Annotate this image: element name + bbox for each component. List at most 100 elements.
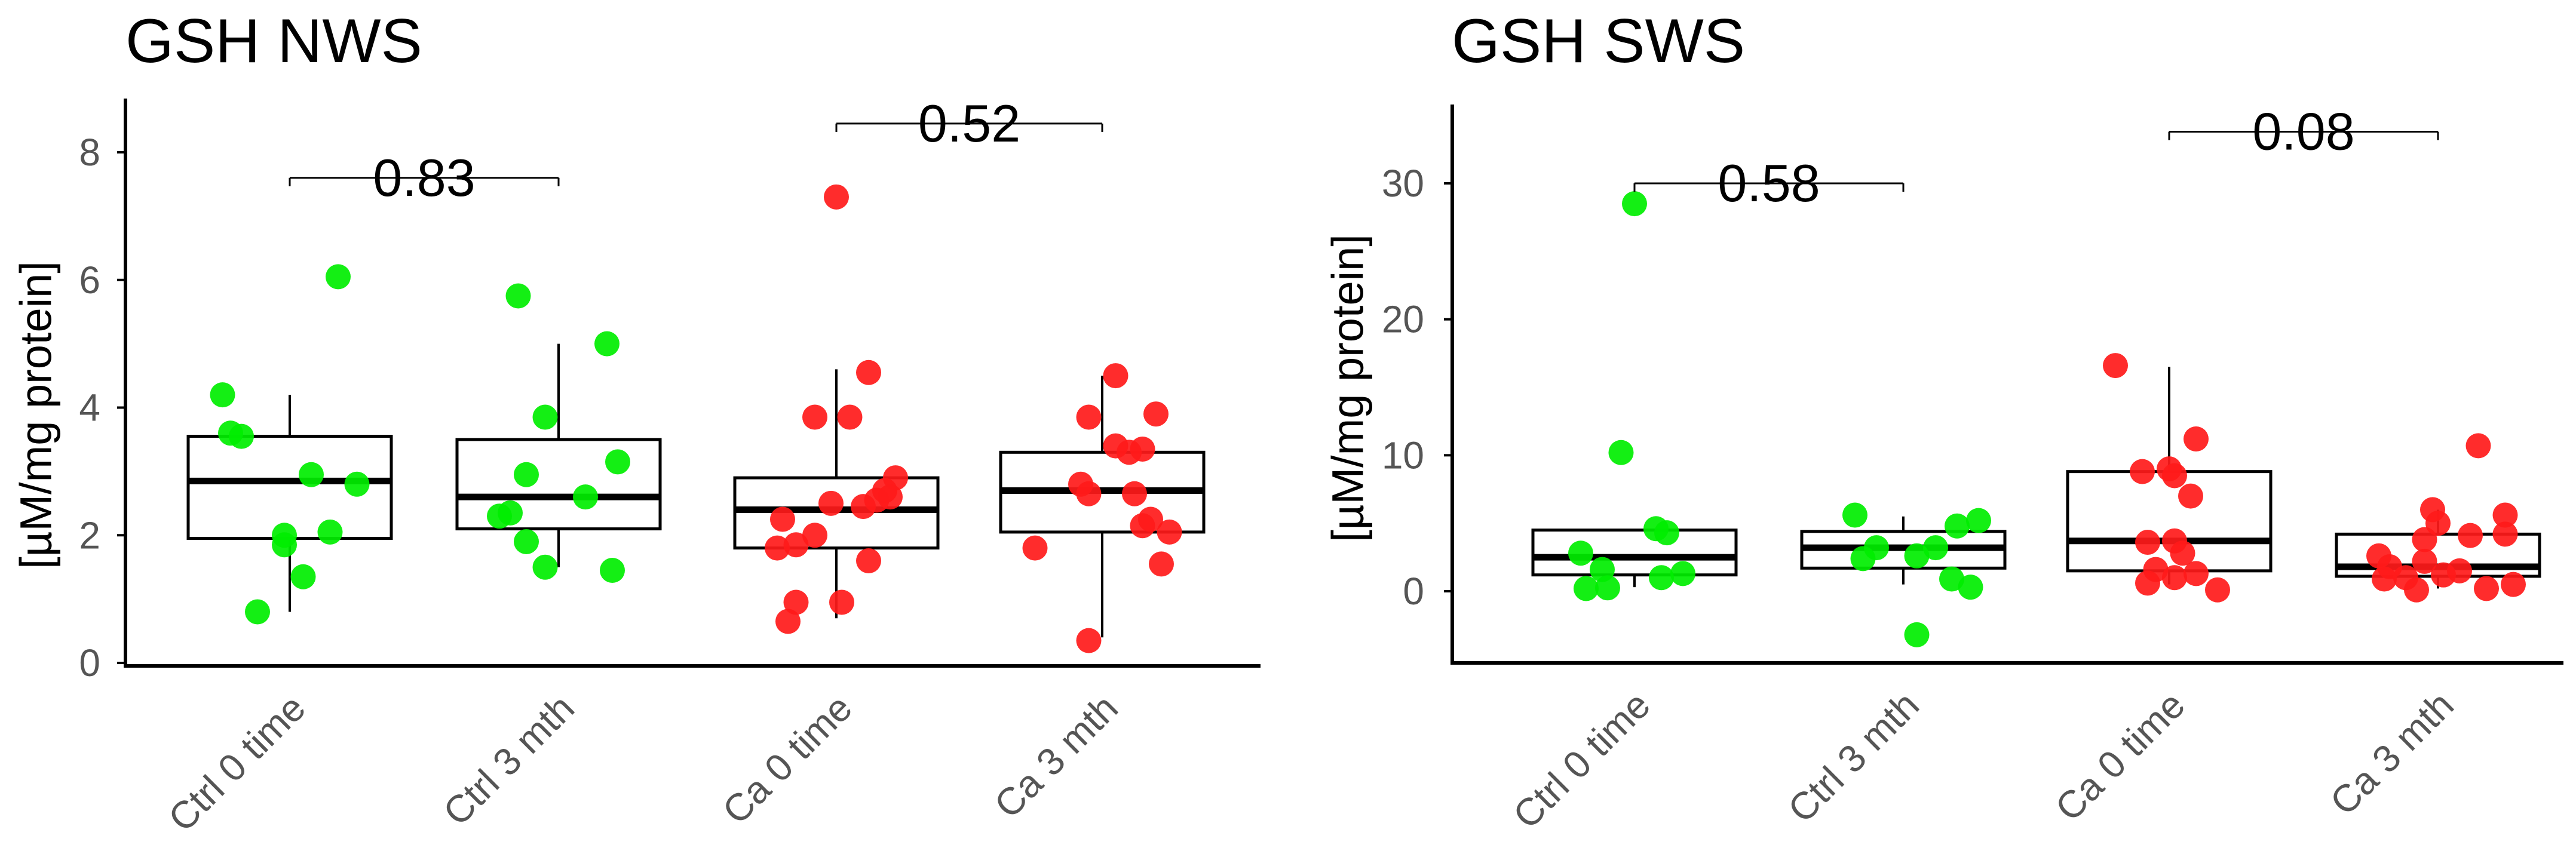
data-point (1904, 543, 1930, 569)
data-point (290, 564, 316, 589)
data-point (532, 404, 558, 430)
data-point (344, 471, 370, 497)
p-value-label: 0.58 (1718, 153, 1820, 213)
data-point (2178, 483, 2203, 509)
data-point (2143, 557, 2169, 582)
data-point (605, 449, 630, 475)
y-tick-label: 0 (1403, 570, 1424, 613)
data-point (2501, 572, 2526, 597)
data-point (770, 506, 795, 532)
data-point (802, 404, 827, 430)
x-category-label: Ctrl 3 mth (1780, 683, 1927, 831)
y-tick-label: 30 (1382, 162, 1424, 205)
data-point (514, 462, 539, 487)
data-point (765, 535, 790, 561)
data-point (856, 360, 881, 385)
data-point (1122, 481, 1147, 506)
data-point (1130, 436, 1155, 462)
data-point (1643, 516, 1669, 542)
box (455, 438, 662, 531)
y-tick-label: 2 (79, 514, 100, 557)
data-point (514, 529, 539, 554)
x-category-label: Ctrl 0 time (1505, 683, 1658, 837)
data-point (2465, 433, 2491, 459)
data-point (1076, 628, 1102, 653)
data-point (2205, 577, 2230, 603)
data-point (2162, 528, 2187, 554)
data-point (2492, 502, 2518, 528)
data-point (573, 484, 598, 510)
chart-title: GSH SWS (1452, 7, 1746, 76)
x-category-label: Ca 3 mth (2322, 683, 2462, 824)
data-point (1568, 540, 1593, 566)
data-point (1574, 576, 1599, 601)
data-point (2492, 521, 2518, 547)
data-point (600, 558, 625, 583)
x-category-label: Ca 0 time (2047, 683, 2193, 830)
data-point (299, 462, 324, 487)
data-point (1076, 404, 1102, 430)
data-point (1670, 561, 1695, 586)
data-point (1143, 401, 1169, 427)
data-point (229, 423, 254, 449)
data-point (2162, 565, 2187, 591)
data-point (883, 465, 908, 491)
p-value-label: 0.52 (918, 94, 1020, 153)
chart-gsh-sws: GSH SWS [µM/mg protein] 0 10 20 30 Ctrl 0 ti… (1288, 0, 2576, 857)
y-tick-label: 0 (79, 641, 100, 684)
data-point (2366, 543, 2391, 569)
y-tick-label: 10 (1382, 434, 1424, 477)
data-point (1904, 622, 1930, 647)
data-point (1149, 551, 1174, 577)
data-point (2103, 353, 2128, 379)
data-point (802, 523, 827, 548)
box (1531, 529, 1738, 577)
data-point (317, 519, 343, 545)
data-point (783, 589, 809, 615)
data-point (272, 523, 297, 548)
data-point (532, 554, 558, 580)
data-point (2184, 426, 2209, 452)
data-point (505, 283, 531, 309)
plot-area: 0 10 20 30 Ctrl 0 time Ctrl 3 mth Ca 0 time Ca … (1382, 102, 2563, 837)
data-point (824, 184, 849, 210)
x-category-label: Ctrl 0 time (160, 686, 314, 840)
data-point (2162, 463, 2187, 489)
data-point (2474, 576, 2499, 601)
data-point (2447, 558, 2472, 583)
p-value-label: 0.83 (373, 148, 475, 207)
data-point (2135, 530, 2160, 555)
data-point (1945, 513, 1970, 539)
data-point (245, 599, 270, 625)
chart-gsh-nws: GSH NWS [µM/mg protein] 0 2 4 6 8 Ctrl 0 time… (11, 7, 1261, 840)
data-point (1103, 363, 1128, 389)
data-point (1103, 433, 1128, 459)
data-point (2420, 497, 2445, 523)
data-point (2130, 459, 2155, 484)
p-value-label: 0.08 (2252, 102, 2354, 161)
data-point (1842, 502, 1867, 528)
data-point (1622, 191, 1647, 217)
data-point (210, 382, 235, 408)
data-point (818, 490, 844, 516)
data-point (1590, 557, 1615, 582)
data-point (1608, 440, 1634, 465)
data-point (1958, 575, 1983, 600)
data-point (783, 532, 809, 558)
y-tick-label: 8 (79, 131, 100, 174)
chart-title: GSH NWS (125, 7, 422, 76)
data-point (856, 548, 881, 573)
data-point (1157, 519, 1182, 545)
data-point (1022, 535, 1048, 561)
plot-area: 0 2 4 6 8 Ctrl 0 time Ctrl 3 mth Ca 0 time Ca 3 … (79, 94, 1261, 840)
data-point (2412, 548, 2437, 574)
x-category-label: Ctrl 3 mth (435, 686, 582, 834)
y-tick-label: 20 (1382, 298, 1424, 341)
data-point (1923, 535, 1948, 561)
x-category-label: Ca 0 time (714, 686, 860, 833)
data-point (837, 404, 863, 430)
data-point (2184, 561, 2209, 586)
data-point (1649, 565, 1674, 591)
data-point (1864, 535, 1889, 561)
data-point (498, 500, 523, 526)
